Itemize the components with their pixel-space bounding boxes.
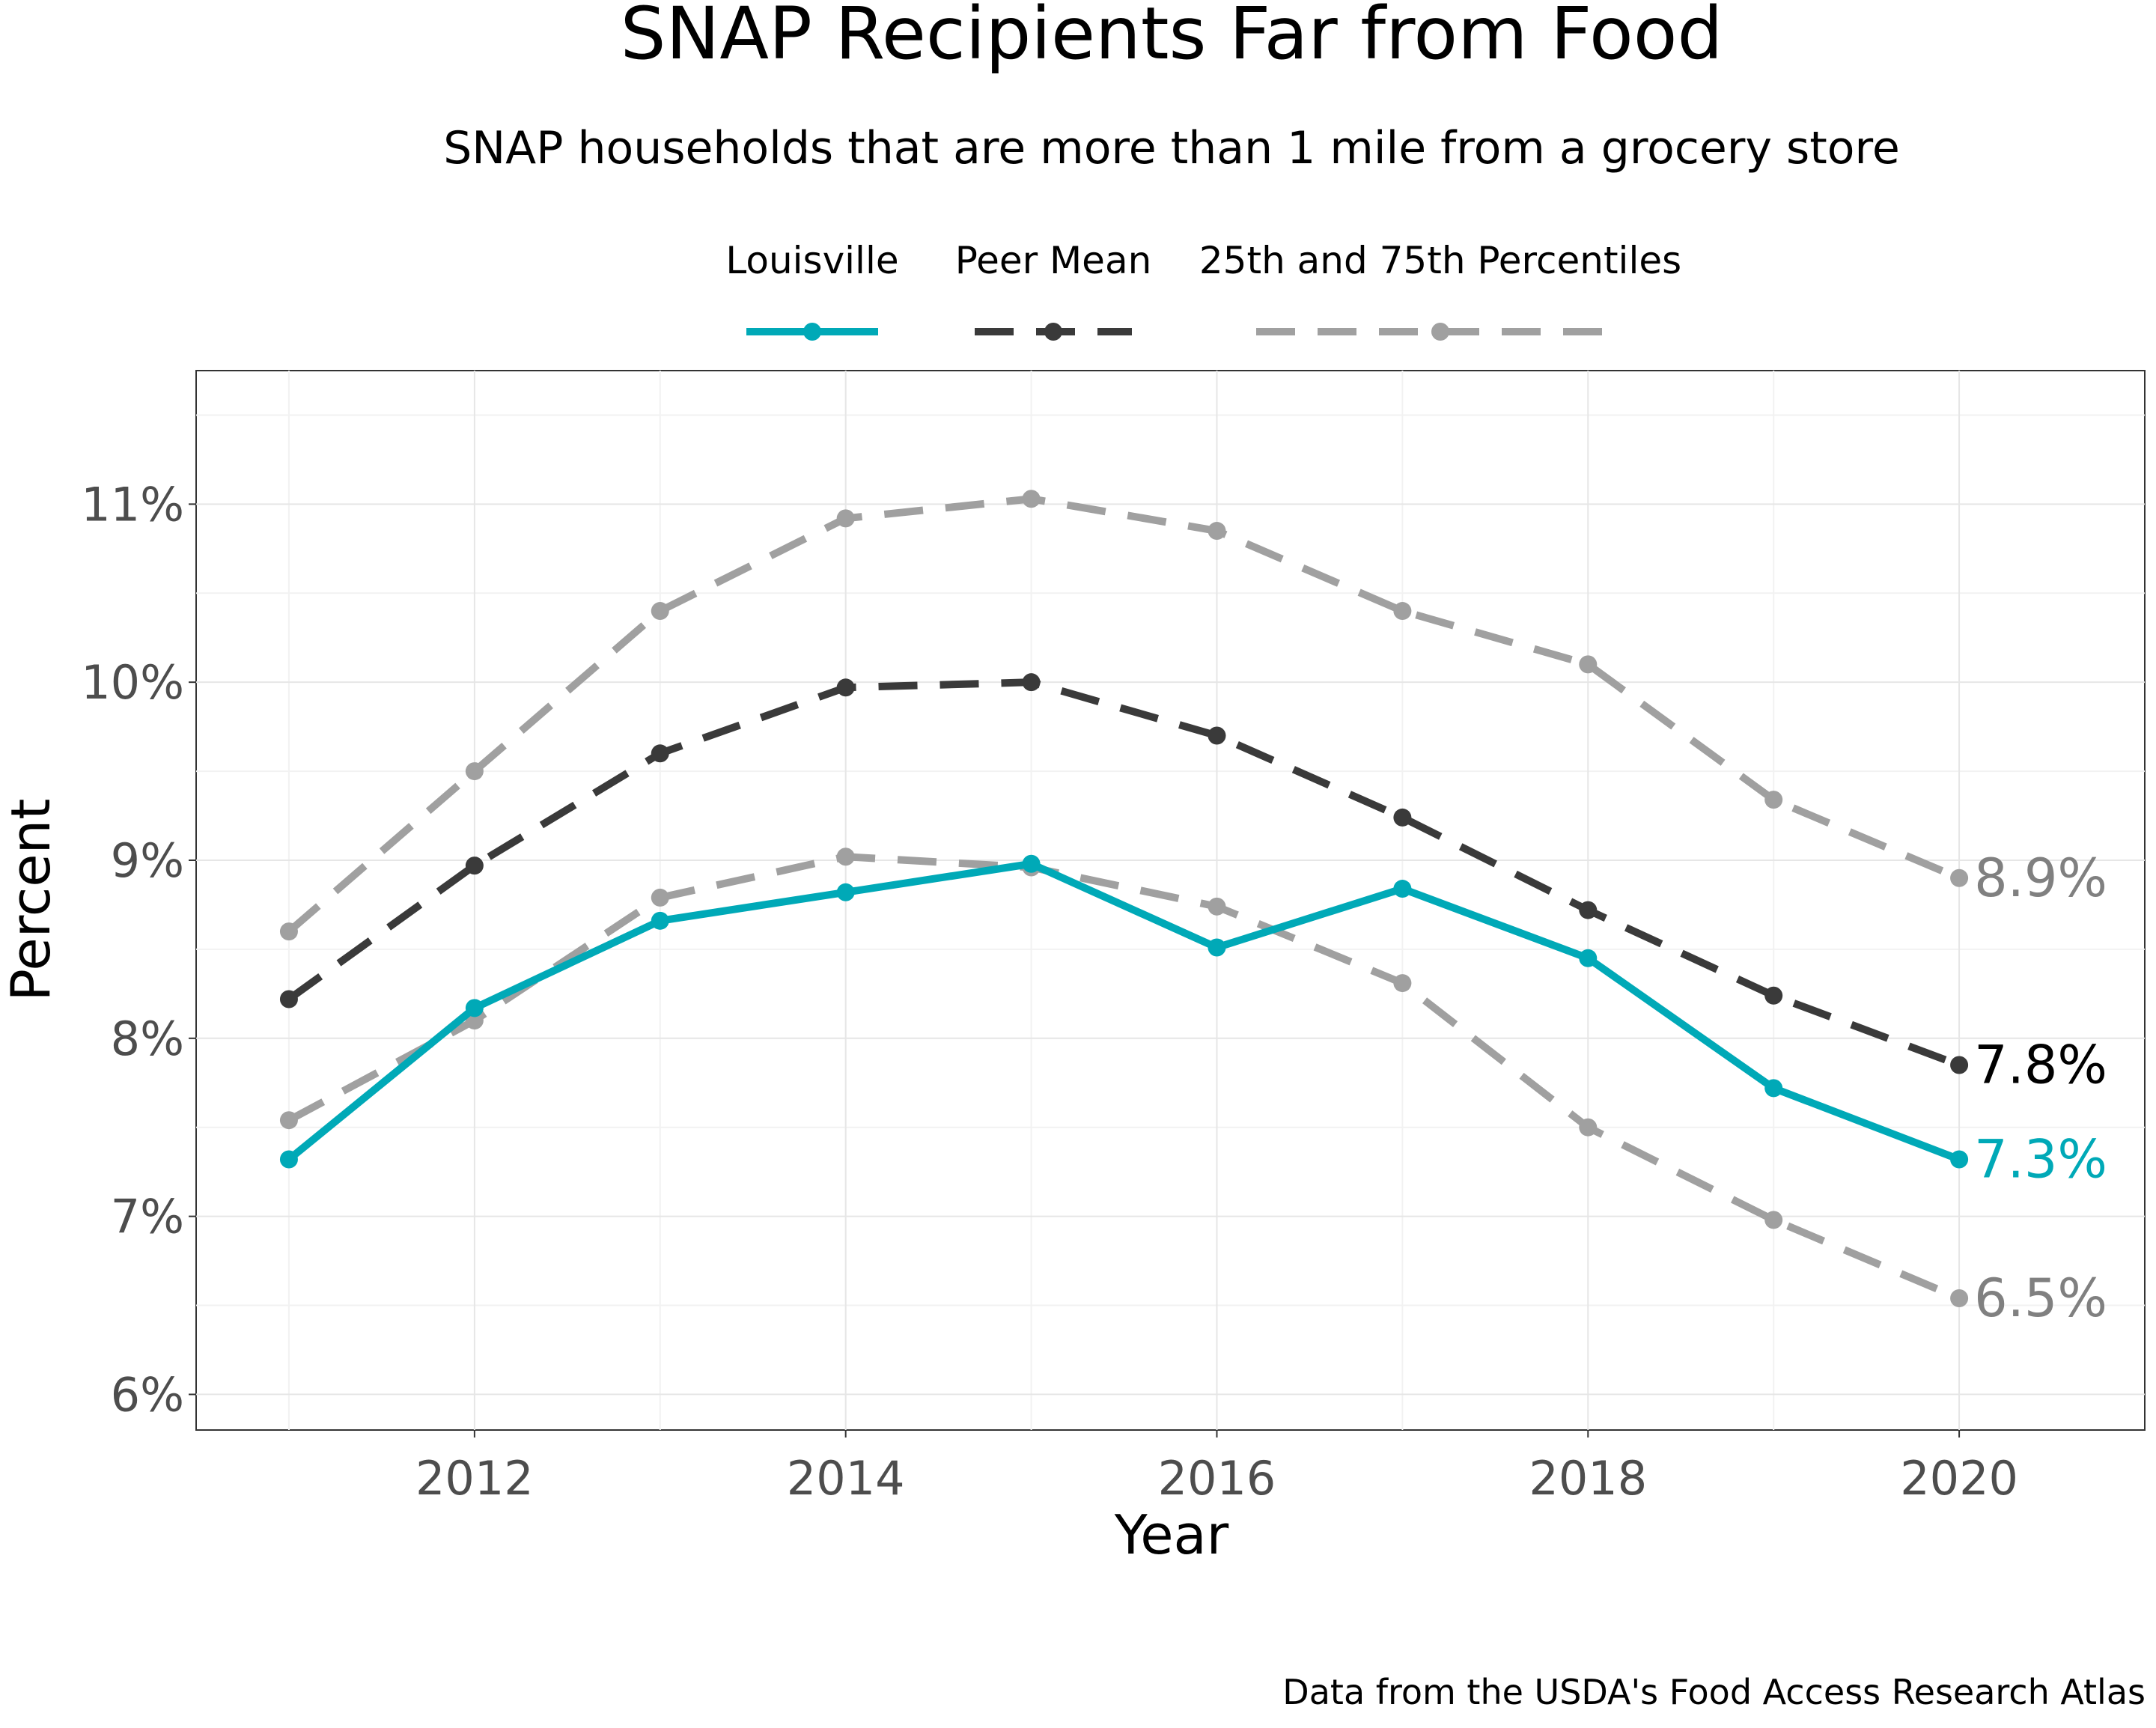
y-tick-label: 6% <box>111 1367 184 1422</box>
data-point-peer-mean <box>1393 808 1412 827</box>
data-point-louisville <box>1764 1079 1783 1098</box>
legend-label-peer-mean: Peer Mean <box>955 239 1152 282</box>
chart-caption: Data from the USDA's Food Access Researc… <box>1282 1672 2146 1712</box>
series-layer <box>279 490 1969 1308</box>
data-point-percentile-25 <box>279 1111 298 1130</box>
data-point-percentile-25 <box>1393 974 1412 993</box>
legend: Louisville Peer Mean 25th and 75th Percent… <box>725 239 1681 341</box>
y-tick-label: 7% <box>111 1190 184 1244</box>
data-point-percentile-25 <box>1950 1289 1969 1308</box>
data-point-louisville <box>1022 854 1041 873</box>
data-point-percentile-25 <box>651 888 669 907</box>
data-point-percentile-75 <box>465 762 484 781</box>
data-point-peer-mean <box>279 990 298 1008</box>
chart-subtitle: SNAP households that are more than 1 mil… <box>443 122 1900 174</box>
data-point-percentile-75 <box>1764 791 1783 809</box>
data-point-peer-mean <box>1208 726 1226 745</box>
grid-minor <box>196 371 2145 1430</box>
x-tick-label: 2016 <box>1158 1451 1276 1506</box>
end-label-peer-mean: 7.8% <box>1974 1034 2107 1095</box>
x-axis-label: Year <box>1114 1503 1229 1566</box>
x-tick-label: 2012 <box>415 1451 534 1506</box>
data-point-peer-mean <box>651 744 669 763</box>
x-axis: 2012 2014 2016 2018 2020 <box>415 1430 2018 1506</box>
data-point-louisville <box>836 883 855 901</box>
legend-key-point-peer-mean <box>1044 323 1062 341</box>
data-point-peer-mean <box>836 678 855 697</box>
end-label-louisville: 7.3% <box>1974 1129 2107 1190</box>
data-point-louisville <box>1208 938 1226 957</box>
series-line-peer-mean <box>287 678 1961 1069</box>
grid-major <box>196 371 2145 1430</box>
data-point-percentile-75 <box>1579 655 1598 674</box>
legend-label-25th-and-75th-percentiles: 25th and 75th Percentiles <box>1199 239 1681 282</box>
data-point-percentile-75 <box>1208 522 1226 541</box>
data-point-percentile-75 <box>279 922 298 941</box>
data-point-louisville <box>465 999 484 1017</box>
y-axis: 6% 7% 8% 9% 10% 11% <box>81 477 196 1422</box>
data-point-louisville <box>1393 880 1412 898</box>
end-label-percentile-75: 8.9% <box>1974 848 2107 909</box>
data-point-percentile-25 <box>1764 1211 1783 1229</box>
data-point-peer-mean <box>465 857 484 875</box>
end-label-percentile-25: 6.5% <box>1974 1268 2107 1329</box>
x-tick-label: 2014 <box>787 1451 905 1506</box>
data-point-percentile-25 <box>836 848 855 866</box>
legend-key-point-louisville <box>803 323 821 341</box>
end-labels: 8.9% 6.5% 7.8% 7.3% <box>1974 848 2107 1329</box>
y-tick-label: 8% <box>111 1011 184 1066</box>
data-point-percentile-75 <box>1022 490 1041 508</box>
data-point-peer-mean <box>1579 901 1598 919</box>
data-point-percentile-25 <box>1579 1118 1598 1137</box>
series-line-percentile-25 <box>287 853 1961 1302</box>
y-tick-label: 10% <box>81 655 184 710</box>
data-point-peer-mean <box>1950 1056 1969 1074</box>
y-tick-label: 11% <box>81 477 184 532</box>
chart-title: SNAP Recipients Far from Food <box>621 0 1723 76</box>
data-point-percentile-75 <box>651 602 669 621</box>
y-tick-label: 9% <box>111 833 184 888</box>
data-point-louisville <box>279 1150 298 1169</box>
data-point-percentile-25 <box>1208 897 1226 916</box>
legend-key-point-25th-and-75th-percentiles <box>1431 323 1449 341</box>
x-tick-label: 2018 <box>1529 1451 1647 1506</box>
data-point-louisville <box>1950 1150 1969 1169</box>
data-point-louisville <box>651 911 669 930</box>
data-point-percentile-75 <box>1950 868 1969 887</box>
x-tick-label: 2020 <box>1900 1451 2018 1506</box>
data-point-peer-mean <box>1764 986 1783 1005</box>
data-point-percentile-75 <box>836 509 855 528</box>
data-point-louisville <box>1579 949 1598 967</box>
y-axis-label: Percent <box>0 799 62 1002</box>
data-point-percentile-75 <box>1393 602 1412 621</box>
series-line-louisville <box>284 860 1964 1163</box>
data-point-peer-mean <box>1022 673 1041 692</box>
legend-label-louisville: Louisville <box>725 239 898 282</box>
